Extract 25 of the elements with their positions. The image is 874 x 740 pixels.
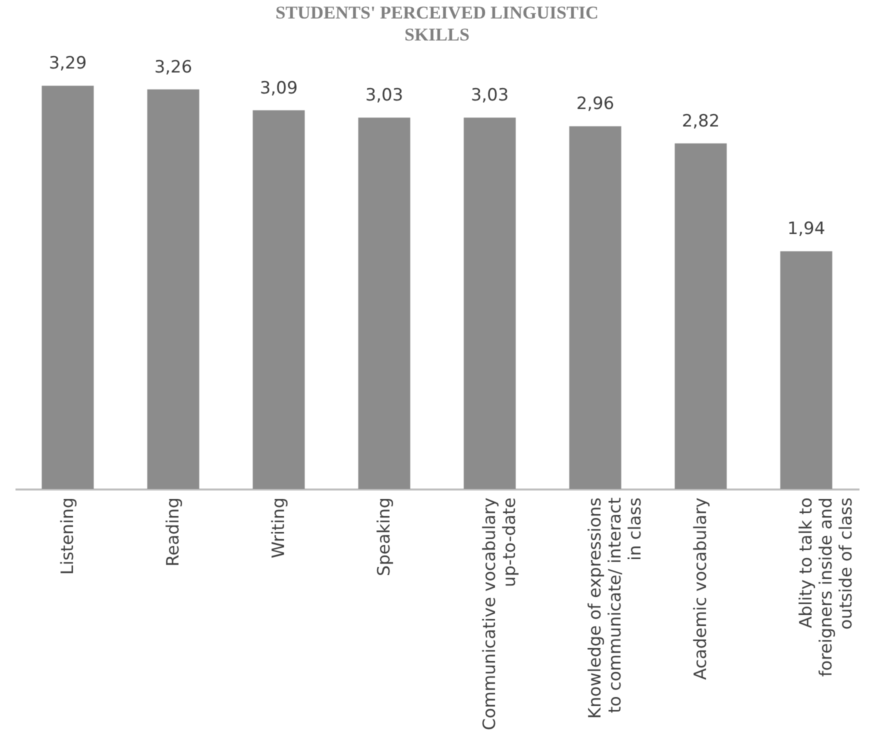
x-tick-label: Communicative vocabulary up-to-date: [480, 498, 520, 730]
data-label: 3,03: [365, 86, 404, 106]
data-label: 3,09: [260, 78, 298, 98]
x-tick-label: Writing: [268, 498, 289, 558]
data-label: 3,26: [154, 57, 192, 78]
bar: [780, 251, 832, 489]
data-label: 2,82: [682, 111, 720, 132]
x-tick-label: Speaking: [374, 498, 394, 576]
bar: [252, 110, 305, 489]
bar: [569, 126, 622, 489]
bar: [42, 86, 94, 489]
x-tick-label: Listening: [58, 498, 78, 575]
x-tick-label: Knowledge of expressions to communicate/ interact in class: [585, 497, 646, 719]
data-label: 2,96: [576, 94, 614, 114]
x-tick-label: Academic vocabulary: [690, 498, 711, 680]
x-tick-label: Ablity to talk to foreigners inside and outside of class: [796, 497, 856, 677]
bar: [674, 143, 727, 489]
bar: [464, 118, 516, 489]
data-label: 1,94: [787, 219, 826, 240]
x-tick-label: Reading: [163, 498, 184, 567]
data-label: 3,29: [48, 54, 87, 74]
bar: [147, 89, 200, 489]
chart-title: STUDENTS' PERCEIVED LINGUISTIC SKILLS: [275, 2, 599, 45]
data-label: 3,03: [470, 86, 509, 106]
bar: [358, 118, 410, 489]
